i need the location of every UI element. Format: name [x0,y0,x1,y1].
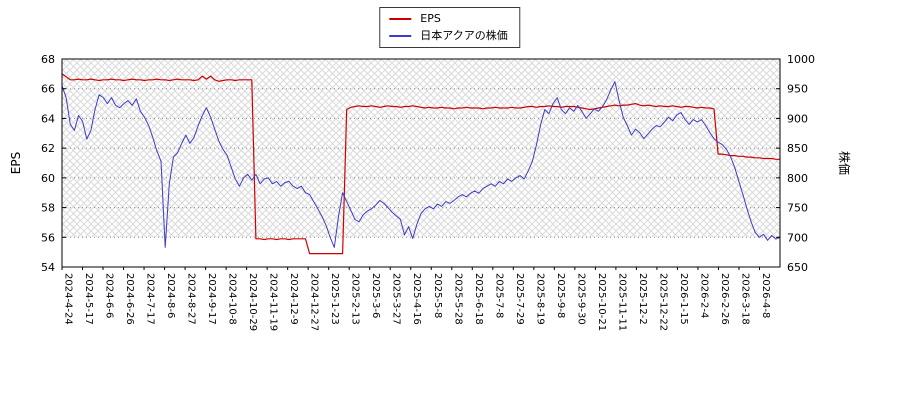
x-tick-label: 2024-12-9 [288,273,299,325]
x-tick-label: 2024-6-6 [104,273,115,318]
x-tick-label: 2025-8-19 [534,273,545,325]
legend-label-stock-price: 日本アクアの株価 [420,29,508,42]
x-tick-label: 2026-1-15 [678,273,689,325]
stock-price-line [61,81,781,248]
x-tick-label: 2025-11-11 [616,273,627,331]
x-tick-label: 2025-4-16 [411,273,422,325]
x-tick-label: 2025-9-30 [575,273,586,325]
x-tick-label: 2026-2-4 [698,273,709,318]
left-tick-label: 58 [41,202,55,215]
right-tick-label: 800 [787,172,808,185]
x-tick-label: 2025-1-23 [329,273,340,325]
x-tick-label: 2024-12-27 [309,273,320,331]
right-tick-label: 1000 [787,53,815,66]
x-tick-label: 2026-3-18 [739,273,750,325]
left-tick-label: 56 [41,231,55,244]
x-tick-label: 2026-2-26 [719,273,730,325]
x-tick-label: 2025-5-8 [432,273,443,318]
x-tick-label: 2024-4-24 [63,273,74,325]
right-tick-label: 850 [787,142,808,155]
legend-item-stock-price: 日本アクアの株価 [389,29,508,43]
x-tick-label: 2024-10-29 [247,273,258,331]
left-axis-title: EPS [9,152,23,174]
x-tick-label: 2025-10-21 [596,273,607,331]
x-tick-label: 2025-3-27 [391,273,402,325]
right-tick-label: 950 [787,83,808,96]
x-tick-label: 2025-9-8 [555,273,566,318]
x-tick-label: 2024-11-19 [268,273,279,331]
left-tick-label: 54 [41,261,55,274]
x-tick-label: 2024-6-26 [124,273,135,325]
eps-line [61,73,780,255]
legend-item-eps: EPS [389,12,507,26]
x-tick-label: 2025-12-22 [657,273,668,331]
right-tick-label: 750 [787,202,808,215]
x-tick-label: 2025-12-2 [637,273,648,325]
left-tick-label: 68 [41,53,55,66]
x-tick-label: 2025-3-6 [370,273,381,318]
plot-frame [61,58,781,268]
x-tick-label: 2025-6-18 [473,273,484,325]
x-tick-label: 2025-2-13 [350,273,361,325]
right-tick-label: 650 [787,261,808,274]
x-tick-label: 2024-9-17 [206,273,217,325]
x-tick-label: 2024-8-6 [165,273,176,318]
x-tick-label: 2026-4-8 [760,273,771,318]
right-axis-title: 株価 [837,151,852,175]
x-tick-label: 2024-5-17 [83,273,94,325]
right-tick-label: 900 [787,112,808,125]
x-tick-label: 2025-5-28 [452,273,463,325]
eps-line-swatch [389,18,412,20]
x-tick-label: 2024-10-8 [227,273,238,325]
x-tick-label: 2025-7-8 [493,273,504,318]
hatch-background [62,59,780,238]
x-tick-label: 2025-7-29 [514,273,525,325]
left-tick-label: 62 [41,142,55,155]
stock-price-line-swatch [389,35,412,37]
left-tick-label: 66 [41,83,55,96]
chart-legend: EPS 日本アクアの株価 [379,7,521,48]
left-tick-label: 64 [41,112,55,125]
legend-label-eps: EPS [420,12,441,25]
right-tick-label: 700 [787,231,808,244]
x-tick-label: 2024-8-27 [186,273,197,325]
left-tick-label: 60 [41,172,55,185]
x-tick-label: 2024-7-17 [145,273,156,325]
